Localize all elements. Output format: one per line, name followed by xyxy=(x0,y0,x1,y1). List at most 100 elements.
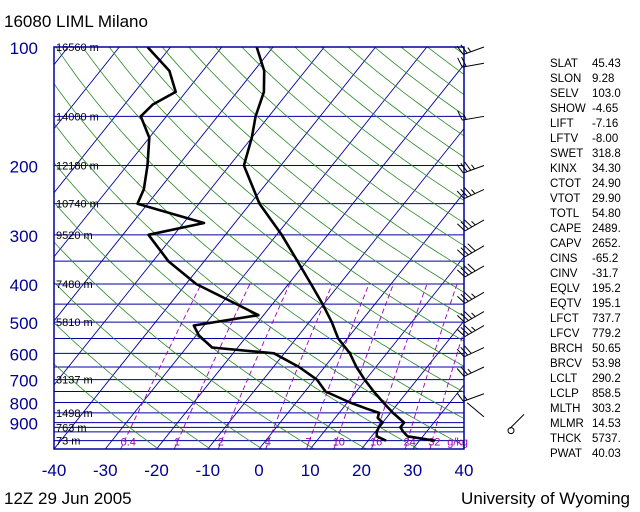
wind-barb-half-feather xyxy=(471,293,476,298)
temperature-tick-label: -20 xyxy=(144,461,169,480)
isotherm-line xyxy=(104,47,428,449)
index-name: MLMR xyxy=(550,418,584,430)
mixing-ratio-label: 4 xyxy=(265,437,271,449)
index-value: -31.7 xyxy=(592,268,618,280)
wind-barb-half-feather xyxy=(471,312,476,317)
height-label: 73 m xyxy=(56,436,80,448)
isotherm-line xyxy=(54,47,223,258)
index-name: THCK xyxy=(550,433,582,445)
wind-barb-half-feather xyxy=(471,189,476,194)
dry-adiabat-line xyxy=(215,47,464,247)
observation-time: 12Z 29 Jun 2005 xyxy=(4,489,132,508)
isotherm-line xyxy=(54,47,325,386)
height-label: 1498 m xyxy=(56,408,93,420)
wind-barb xyxy=(466,402,485,418)
pressure-tick-label: 800 xyxy=(10,395,38,414)
index-name: LCLT xyxy=(550,373,577,385)
index-value: 103.0 xyxy=(592,88,621,100)
wind-barb-feather xyxy=(457,315,466,323)
wind-barb-feather xyxy=(463,325,473,333)
wind-barb-feather xyxy=(461,56,467,67)
isotherm-line xyxy=(156,63,464,449)
index-name: KINX xyxy=(550,163,577,175)
wind-barb-half-feather xyxy=(471,164,476,170)
isotherm-lines xyxy=(54,47,464,449)
index-value: 303.2 xyxy=(592,403,621,415)
height-label: 14000 m xyxy=(56,111,99,123)
wind-barb-feather xyxy=(457,329,466,337)
height-label: 763 m xyxy=(56,422,87,434)
isotherm-line xyxy=(207,127,464,449)
dry-adiabat-line xyxy=(54,322,211,449)
wind-barb-feather xyxy=(460,221,469,230)
index-value: 40.03 xyxy=(592,448,621,460)
pressure-tick-label: 300 xyxy=(10,227,38,246)
index-value: 29.90 xyxy=(592,193,621,205)
height-label: 12180 m xyxy=(56,161,99,173)
wind-barb-feather xyxy=(460,366,469,375)
wind-barb-half-feather xyxy=(463,395,468,401)
wind-barb xyxy=(464,325,485,337)
wind-barb xyxy=(463,366,485,377)
mixing-ratio-line xyxy=(120,283,202,449)
dry-adiabat-line xyxy=(54,201,367,449)
isotherm-line xyxy=(258,192,464,449)
wind-barb-half-feather xyxy=(467,368,472,374)
wind-barb xyxy=(509,414,525,429)
dry-adiabat-line xyxy=(54,83,464,420)
mixing-ratio-line xyxy=(429,329,464,449)
temperature-tick-label: 20 xyxy=(352,461,371,480)
index-value: 53.98 xyxy=(592,358,621,370)
height-labels: 16560 m 14000 m 12180 m 10740 m 9520 m 7480 m… xyxy=(56,42,99,448)
index-name: EQLV xyxy=(550,283,580,295)
mixing-ratio-line xyxy=(333,283,394,449)
mixing-ratio-label: 2 xyxy=(218,437,224,449)
index-name: BRCH xyxy=(550,343,583,355)
wind-barb-feather xyxy=(456,368,465,377)
index-value: 5737. xyxy=(592,433,621,445)
index-name: LFTV xyxy=(550,133,578,145)
index-name: CINV xyxy=(550,268,578,280)
height-label: 10740 m xyxy=(56,199,99,211)
wind-barb-half-feather xyxy=(471,326,476,331)
mixing-ratio-label: 16 xyxy=(370,437,382,449)
mixing-ratio-lines xyxy=(120,283,464,449)
dry-adiabat-line xyxy=(241,47,464,224)
index-value: -8.00 xyxy=(592,133,618,145)
mixing-ratio-label: 1 xyxy=(174,437,180,449)
wind-barb-feather xyxy=(460,162,468,172)
wind-barb-feather xyxy=(460,44,468,54)
dry-adiabat-line xyxy=(54,363,159,449)
isotherm-line xyxy=(309,256,464,449)
temperature-tick-label: -30 xyxy=(93,461,118,480)
mixing-ratio-labels: 0.4 1 2 4 7 10 16 24 32 g/kg xyxy=(121,437,468,449)
wind-barb-feather xyxy=(460,327,469,335)
wind-barb-feather xyxy=(456,190,465,200)
index-value: 737.7 xyxy=(592,313,621,325)
plot-frame xyxy=(53,46,465,450)
wind-barb-feather xyxy=(457,110,463,121)
wind-barb-feather xyxy=(464,161,472,171)
temperature-tick-label: 10 xyxy=(301,461,320,480)
wind-barb-half-feather xyxy=(471,221,476,226)
pressure-tick-label: 900 xyxy=(10,415,38,434)
temperature-tick-label: 40 xyxy=(455,461,474,480)
index-value: 2652. xyxy=(592,238,621,250)
index-value: 50.65 xyxy=(592,343,621,355)
index-name: SWET xyxy=(550,148,583,160)
wind-barb-feather xyxy=(456,45,464,55)
index-value: -7.16 xyxy=(592,118,618,130)
dry-adiabat-lines xyxy=(54,47,464,449)
wind-barb xyxy=(464,291,485,304)
wind-barb-feather xyxy=(463,311,473,319)
wind-barb xyxy=(464,219,485,232)
wind-barb-feather xyxy=(456,392,464,402)
mixing-ratio-label: 32 xyxy=(428,437,440,449)
data-source: University of Wyoming xyxy=(461,489,630,508)
height-label: 5810 m xyxy=(56,317,93,329)
temperature-tick-label: -40 xyxy=(42,461,67,480)
dry-adiabat-line xyxy=(54,122,464,447)
wind-barb-half-feather xyxy=(463,114,467,120)
pressure-tick-label: 700 xyxy=(10,372,38,391)
